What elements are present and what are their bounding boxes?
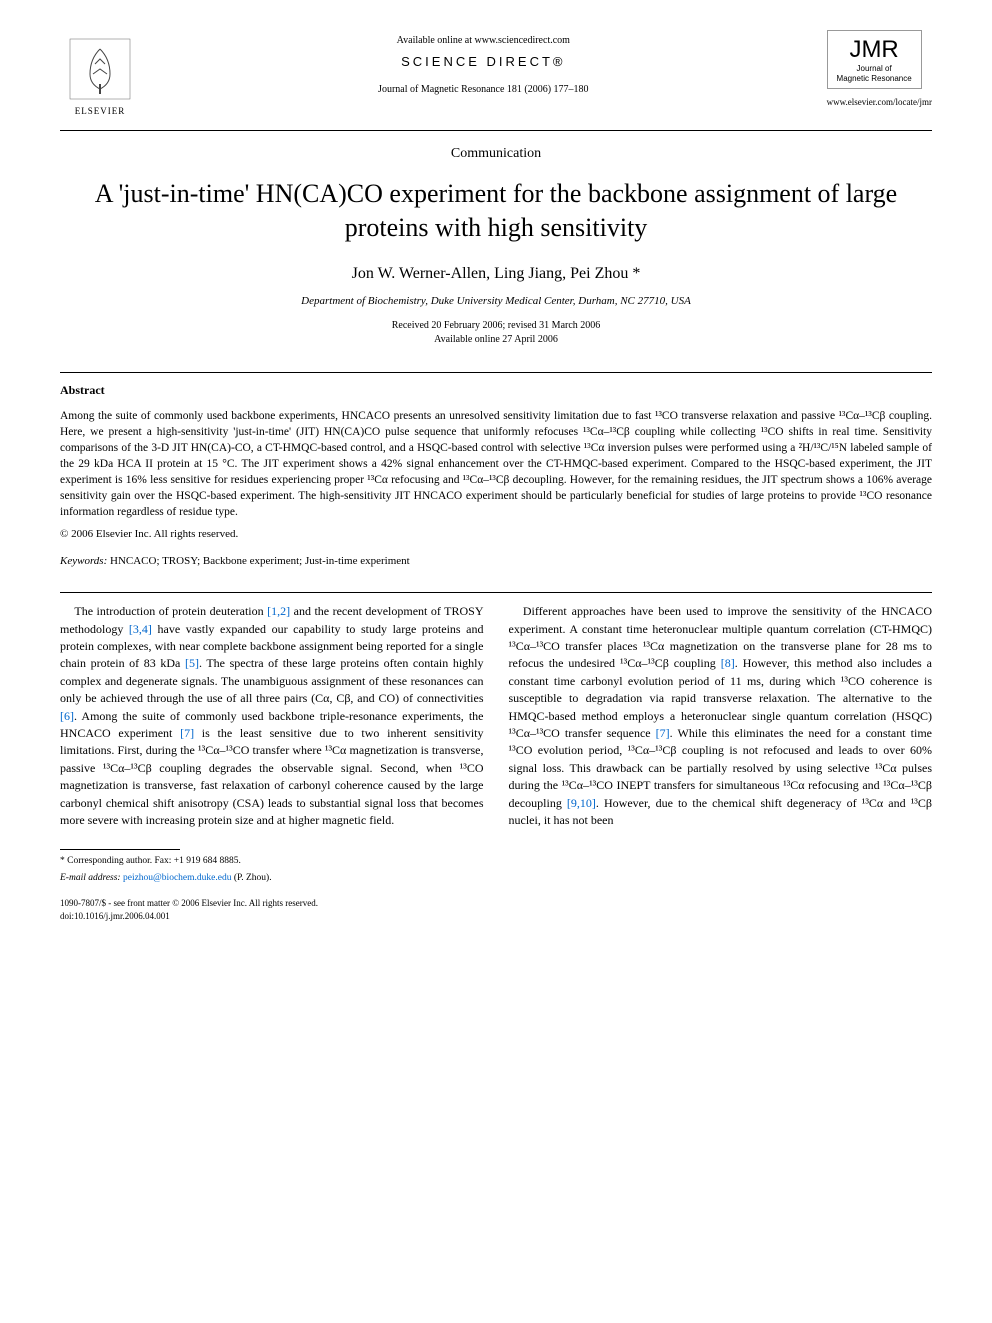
elsevier-tree-icon [65,34,135,104]
doi: doi:10.1016/j.jmr.2006.04.001 [60,910,932,923]
copyright: © 2006 Elsevier Inc. All rights reserved… [60,528,932,540]
ref-5[interactable]: [5] [185,656,199,670]
email-suffix: (P. Zhou). [231,873,271,883]
abstract-text: Among the suite of commonly used backbon… [60,408,932,521]
body-para-2: Different approaches have been used to i… [509,603,933,829]
jmr-acronym: JMR [833,36,916,64]
header: ELSEVIER Available online at www.science… [60,30,932,120]
article-title: A 'just-in-time' HN(CA)CO experiment for… [60,177,932,245]
email-label: E-mail address: [60,873,123,883]
authors: Jon W. Werner-Allen, Ling Jiang, Pei Zho… [60,265,932,283]
front-matter: 1090-7807/$ - see front matter © 2006 El… [60,897,932,910]
center-header: Available online at www.sciencedirect.co… [140,30,827,100]
corresponding-author: * Corresponding author. Fax: +1 919 684 … [60,855,932,868]
body-para-1: The introduction of protein deuteration … [60,603,484,829]
available-online-text: Available online at www.sciencedirect.co… [140,35,827,46]
keywords-label: Keywords: [60,555,107,567]
communication-label: Communication [60,146,932,162]
ref-1-2[interactable]: [1,2] [267,604,290,618]
received-date: Received 20 February 2006; revised 31 Ma… [60,319,932,333]
ref-8[interactable]: [8] [721,656,735,670]
jmr-name-1: Journal of [833,64,916,74]
ref-7b[interactable]: [7] [656,726,670,740]
ref-7a[interactable]: [7] [180,726,194,740]
ref-3-4[interactable]: [3,4] [129,622,152,636]
available-date: Available online 27 April 2006 [60,333,932,347]
dates: Received 20 February 2006; revised 31 Ma… [60,319,932,347]
header-rule [60,130,932,131]
email-link[interactable]: peizhou@biochem.duke.edu [123,873,231,883]
abstract-bottom-rule [60,592,932,593]
affiliation: Department of Biochemistry, Duke Univers… [60,295,932,307]
keywords-text: HNCACO; TROSY; Backbone experiment; Just… [107,555,409,567]
locate-url[interactable]: www.elsevier.com/locate/jmr [827,97,932,107]
abstract-label: Abstract [60,383,932,398]
elsevier-label: ELSEVIER [75,106,126,116]
footer: * Corresponding author. Fax: +1 919 684 … [60,849,932,922]
footer-separator [60,849,180,850]
keywords-line: Keywords: HNCACO; TROSY; Backbone experi… [60,555,932,567]
abstract-top-rule [60,372,932,373]
ref-6[interactable]: [6] [60,709,74,723]
science-direct-logo: SCIENCE DIRECT® [140,54,827,69]
jmr-name-2: Magnetic Resonance [833,74,916,84]
elsevier-logo: ELSEVIER [60,30,140,120]
email-line: E-mail address: peizhou@biochem.duke.edu… [60,872,932,885]
body-text: The introduction of protein deuteration … [60,603,932,829]
ref-9-10[interactable]: [9,10] [567,796,596,810]
jmr-logo-block: JMR Journal of Magnetic Resonance www.el… [827,30,932,107]
journal-reference: Journal of Magnetic Resonance 181 (2006)… [140,84,827,95]
